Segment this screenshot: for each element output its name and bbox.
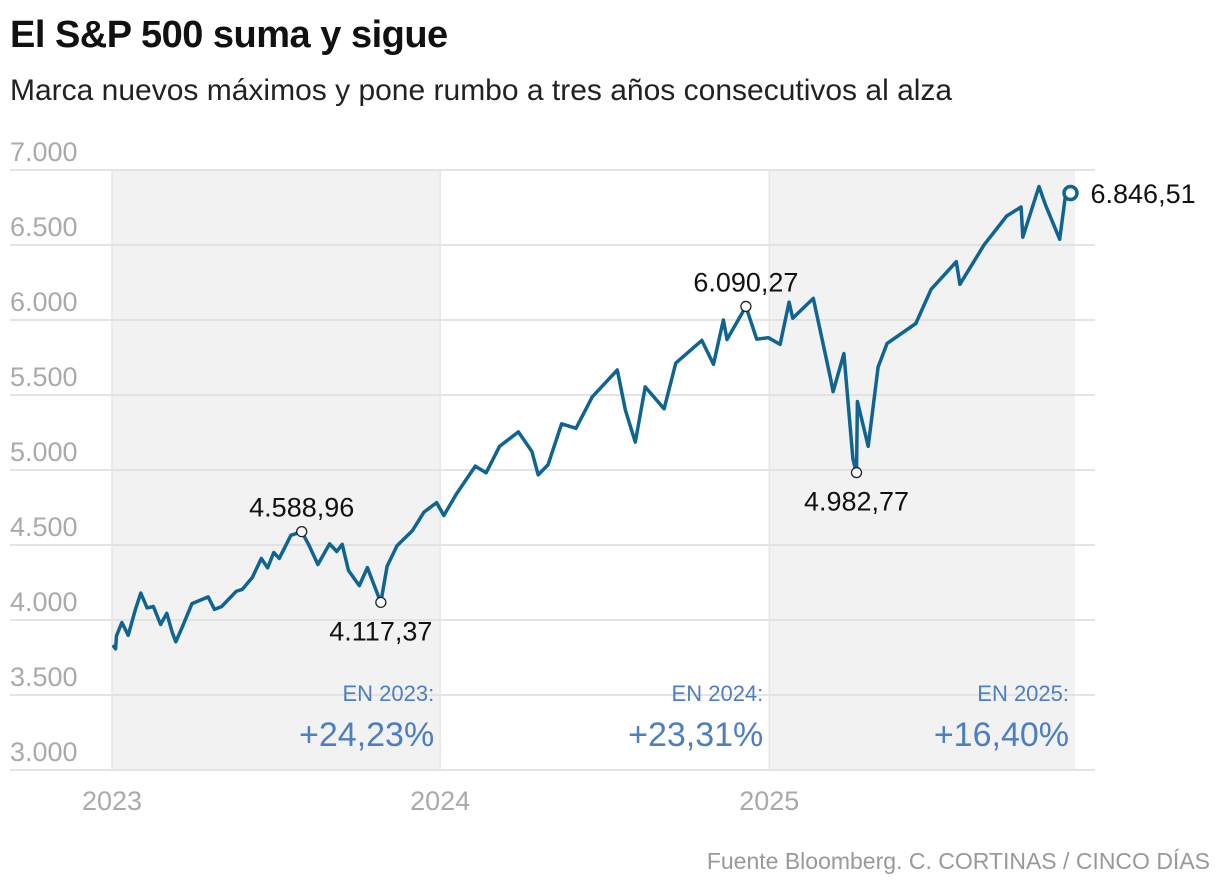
x-tick-label: 2023 bbox=[82, 786, 142, 816]
annotation-marker bbox=[850, 466, 863, 479]
chart-subtitle: Marca nuevos máximos y pone rumbo a tres… bbox=[10, 74, 953, 107]
x-axis: 2023 2024 2025 bbox=[82, 786, 799, 816]
annotation-marker bbox=[375, 596, 387, 609]
source-note: Fuente Bloomberg. C. CORTINAS / CINCO DÍ… bbox=[706, 848, 1210, 874]
y-tick-label: 6.500 bbox=[10, 212, 78, 242]
last-value-marker bbox=[1062, 184, 1079, 202]
y-tick-label: 3.500 bbox=[10, 662, 78, 692]
yearly-change-value: +23,31% bbox=[628, 716, 763, 754]
yearly-change-label: EN 2024: bbox=[672, 681, 764, 706]
grid-lines bbox=[10, 169, 1095, 771]
yearly-changes: EN 2023: +24,23% EN 2024: +23,31% EN 2025: +1… bbox=[299, 681, 1069, 754]
annotation-label: 6.090,27 bbox=[693, 267, 798, 297]
series-group bbox=[112, 184, 1073, 651]
y-axis: 7.000 6.500 6.000 5.500 5.000 4.500 4.000 3.500… bbox=[10, 137, 78, 767]
yearly-change-label: EN 2025: bbox=[977, 681, 1069, 706]
y-tick-label: 5.000 bbox=[10, 437, 78, 467]
annotation-label: 4.117,37 bbox=[329, 616, 432, 646]
yearly-change-value: +24,23% bbox=[299, 716, 434, 754]
y-tick-label: 4.000 bbox=[10, 587, 78, 617]
annotation-marker bbox=[296, 526, 308, 538]
x-tick-label: 2024 bbox=[410, 786, 470, 816]
yearly-change-label: EN 2023: bbox=[342, 681, 434, 706]
annotation-marker bbox=[740, 300, 752, 313]
y-tick-label: 5.500 bbox=[10, 362, 78, 392]
x-tick-label: 2025 bbox=[739, 786, 799, 816]
series-line bbox=[112, 184, 1073, 651]
annotation-label: 6.846,51 bbox=[1091, 179, 1196, 209]
annotations: 4.588,96 4.117,37 6.090,27 4.982,77 6.846,51 bbox=[249, 179, 1195, 646]
y-tick-label: 6.000 bbox=[10, 287, 78, 317]
yearly-change-value: +16,40% bbox=[934, 716, 1069, 754]
y-tick-label: 4.500 bbox=[10, 512, 78, 542]
y-tick-label: 7.000 bbox=[10, 137, 78, 167]
y-tick-label: 3.000 bbox=[10, 737, 78, 767]
chart-title: El S&P 500 suma y sigue bbox=[10, 14, 448, 56]
annotation-label: 4.982,77 bbox=[804, 487, 909, 517]
annotation-label: 4.588,96 bbox=[249, 493, 354, 523]
